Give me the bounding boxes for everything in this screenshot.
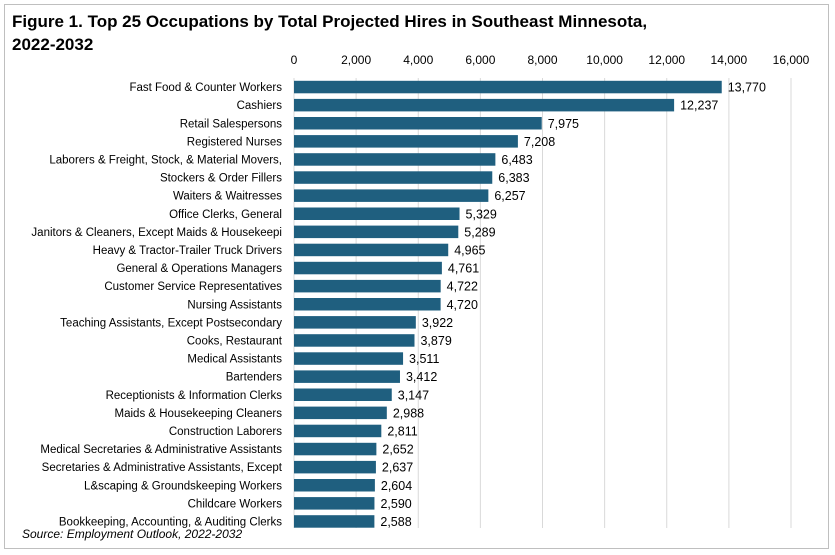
- data-label: 7,208: [524, 135, 555, 149]
- category-label: Cooks, Restaurant: [187, 335, 283, 347]
- category-label: Teaching Assistants, Except Postsecondar…: [60, 317, 282, 329]
- x-tick-label: 0: [291, 53, 298, 67]
- category-label: Heavy & Tractor-Trailer Truck Drivers: [93, 245, 283, 257]
- category-label: Secretaries & Administrative Assistants,…: [42, 462, 283, 474]
- bar: [294, 479, 375, 492]
- x-tick-label: 10,000: [586, 53, 623, 67]
- category-label: Bartenders: [226, 372, 283, 384]
- category-label: Medical Secretaries & Administrative Ass…: [40, 444, 282, 456]
- bar: [294, 352, 404, 365]
- bar: [294, 442, 377, 456]
- bar: [294, 189, 489, 202]
- category-label: Nursing Assistants: [187, 299, 282, 311]
- bar: [294, 135, 518, 148]
- bars: [294, 80, 722, 528]
- data-label: 2,604: [381, 479, 412, 493]
- data-label: 4,761: [448, 262, 479, 276]
- bar: [294, 406, 387, 420]
- category-label: Fast Food & Counter Workers: [129, 82, 282, 94]
- x-axis-ticks: 0 2,000 4,000 6,000 8,000 10,000 12,000 14,000 1…: [291, 53, 810, 67]
- data-label: 2,590: [380, 497, 411, 511]
- bar: [294, 515, 375, 528]
- data-label: 2,652: [382, 443, 413, 457]
- bar: [294, 279, 441, 293]
- data-label: 4,720: [447, 298, 478, 312]
- category-label: Registered Nurses: [187, 136, 282, 148]
- bar: [294, 316, 416, 329]
- bar: [294, 80, 722, 94]
- data-label: 6,257: [494, 189, 525, 203]
- category-label: Retail Salespersons: [180, 118, 283, 130]
- data-label: 12,237: [680, 99, 718, 113]
- category-label: Receptionists & Information Clerks: [106, 390, 283, 402]
- category-label: Childcare Workers: [188, 498, 283, 510]
- source-note: Source: Employment Outlook, 2022-2032: [22, 527, 243, 541]
- x-tick-label: 12,000: [648, 53, 685, 67]
- bar: [294, 388, 392, 401]
- data-label: 2,988: [393, 406, 424, 420]
- bar: [294, 153, 496, 166]
- data-label: 6,383: [498, 171, 529, 185]
- data-label: 4,965: [454, 243, 485, 257]
- category-labels: Fast Food & Counter Workers Cashiers Retai…: [31, 82, 282, 528]
- bar: [294, 370, 400, 383]
- chart-title: Figure 1. Top 25 Occupations by Total Pr…: [12, 12, 648, 54]
- category-label: Stockers & Order Fillers: [160, 173, 282, 185]
- data-label: 5,289: [464, 225, 495, 239]
- chart-frame: [4, 4, 829, 549]
- category-label: Medical Assistants: [187, 354, 282, 366]
- data-label: 5,329: [466, 207, 497, 221]
- bar: [294, 334, 415, 347]
- category-label: Janitors & Cleaners, Except Maids & Hous…: [31, 227, 282, 239]
- data-label: 2,811: [387, 424, 417, 438]
- bar: [294, 225, 459, 239]
- data-label: 2,588: [380, 515, 411, 529]
- x-tick-label: 4,000: [403, 53, 433, 67]
- bar: [294, 171, 493, 184]
- category-label: General & Operations Managers: [116, 263, 282, 275]
- x-tick-label: 2,000: [341, 53, 371, 67]
- x-tick-label: 8,000: [527, 53, 557, 67]
- bar: [294, 424, 382, 438]
- bar: [294, 298, 441, 311]
- data-label: 13,770: [728, 81, 766, 95]
- bar: [294, 243, 449, 257]
- data-label: 3,879: [420, 334, 451, 348]
- bar: [294, 117, 542, 130]
- x-tick-label: 14,000: [711, 53, 748, 67]
- bar: [294, 497, 375, 510]
- category-label: Bookkeeping, Accounting, & Auditing Cler…: [59, 516, 282, 528]
- x-tick-label: 6,000: [465, 53, 495, 67]
- category-label: Customer Service Representatives: [104, 281, 282, 293]
- category-label: Laborers & Freight, Stock, & Material Mo…: [49, 154, 282, 166]
- data-label: 4,722: [447, 280, 478, 294]
- data-label: 3,147: [398, 388, 429, 402]
- data-label: 3,511: [409, 352, 439, 366]
- bar: [294, 207, 460, 220]
- data-labels: 13,770 12,237 7,975 7,208 6,483 6,383 6,257 5,3…: [380, 81, 766, 529]
- data-label: 3,412: [406, 370, 437, 384]
- category-label: Maids & Housekeeping Cleaners: [115, 408, 283, 420]
- category-label: Construction Laborers: [169, 426, 282, 438]
- x-tick-label: 16,000: [773, 53, 810, 67]
- data-label: 7,975: [548, 117, 579, 131]
- category-label: Waiters & Waitresses: [173, 191, 282, 203]
- data-label: 2,637: [382, 461, 413, 475]
- bar: [294, 460, 376, 474]
- category-label: Office Clerks, General: [169, 209, 282, 221]
- category-label: L&scaping & Groundskeeping Workers: [84, 480, 282, 492]
- category-label: Cashiers: [237, 100, 283, 112]
- bar: [294, 98, 675, 112]
- data-label: 3,922: [422, 316, 453, 330]
- bar: [294, 261, 442, 275]
- data-label: 6,483: [501, 153, 532, 167]
